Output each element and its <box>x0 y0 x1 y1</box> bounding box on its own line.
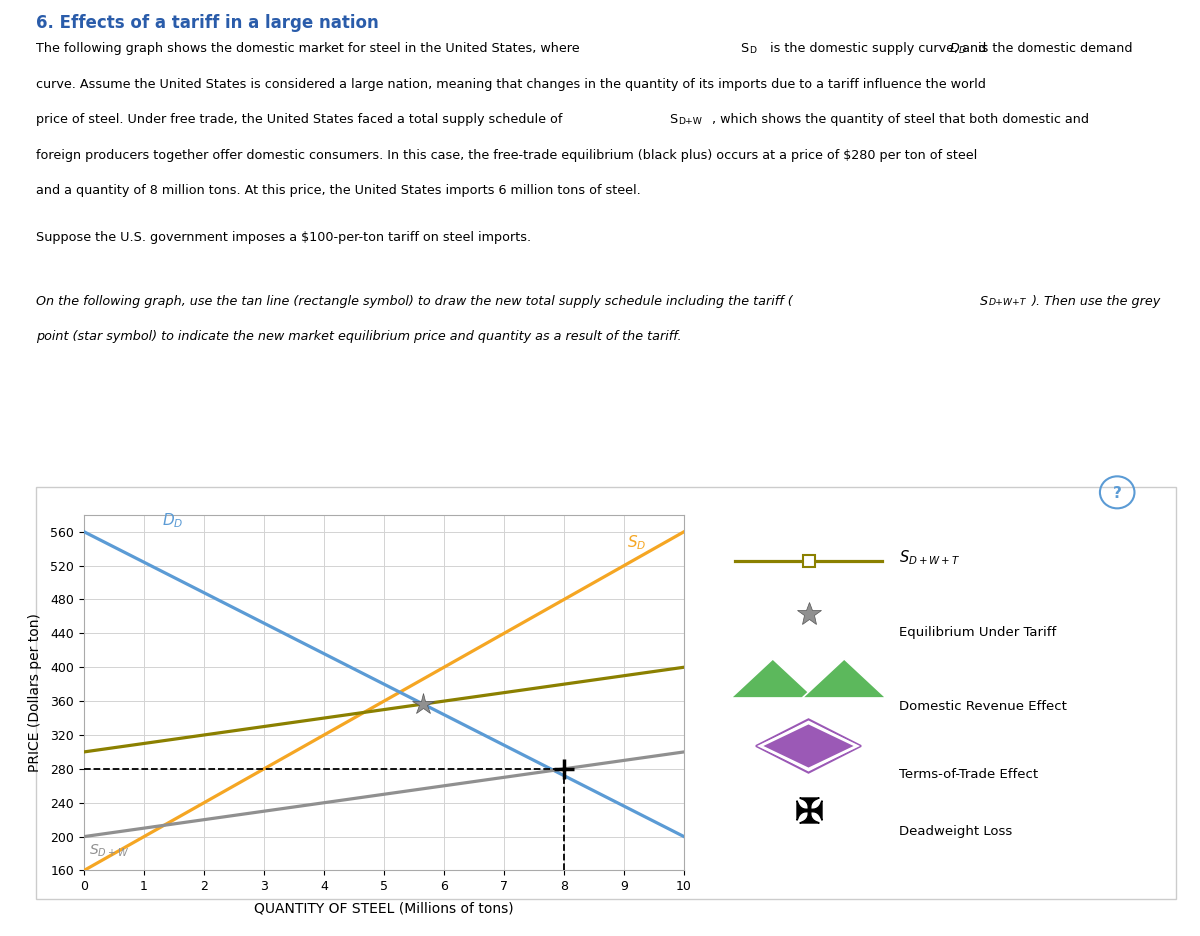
Polygon shape <box>731 659 815 698</box>
Text: , which shows the quantity of steel that both domestic and: , which shows the quantity of steel that… <box>712 113 1088 126</box>
Text: D+W: D+W <box>678 117 702 126</box>
Text: D: D <box>749 46 756 55</box>
Text: On the following graph, use the tan line (rectangle symbol) to draw the new tota: On the following graph, use the tan line… <box>36 295 793 308</box>
Text: Deadweight Loss: Deadweight Loss <box>899 825 1012 838</box>
Text: S: S <box>980 295 989 308</box>
Text: D: D <box>959 46 966 55</box>
Text: Equilibrium Under Tariff: Equilibrium Under Tariff <box>899 625 1056 638</box>
Text: is the domestic supply curve, and: is the domestic supply curve, and <box>766 42 990 55</box>
Text: point (star symbol) to indicate the new market equilibrium price and quantity as: point (star symbol) to indicate the new … <box>36 330 682 344</box>
Polygon shape <box>803 659 886 698</box>
Text: Suppose the U.S. government imposes a $100-per-ton tariff on steel imports.: Suppose the U.S. government imposes a $1… <box>36 230 532 243</box>
Text: 6. Effects of a tariff in a large nation: 6. Effects of a tariff in a large nation <box>36 14 379 32</box>
Text: $S_{D+W}$: $S_{D+W}$ <box>89 842 128 859</box>
Text: D+W+T: D+W+T <box>989 299 1026 307</box>
Text: and a quantity of 8 million tons. At this price, the United States imports 6 mil: and a quantity of 8 million tons. At thi… <box>36 184 641 197</box>
Text: price of steel. Under free trade, the United States faced a total supply schedul: price of steel. Under free trade, the Un… <box>36 113 566 126</box>
Y-axis label: PRICE (Dollars per ton): PRICE (Dollars per ton) <box>28 613 42 772</box>
Text: Terms-of-Trade Effect: Terms-of-Trade Effect <box>899 768 1038 781</box>
Text: is the domestic demand: is the domestic demand <box>974 42 1133 55</box>
Text: S: S <box>740 42 749 55</box>
Text: D: D <box>949 42 959 55</box>
Text: foreign producers together offer domestic consumers. In this case, the free-trad: foreign producers together offer domesti… <box>36 149 977 162</box>
Text: ?: ? <box>1112 486 1122 501</box>
Text: S: S <box>670 113 678 126</box>
Text: $S_{D+W+T}$: $S_{D+W+T}$ <box>899 548 960 567</box>
Text: ). Then use the grey: ). Then use the grey <box>1032 295 1162 308</box>
Text: curve. Assume the United States is considered a large nation, meaning that chang: curve. Assume the United States is consi… <box>36 78 986 91</box>
X-axis label: QUANTITY OF STEEL (Millions of tons): QUANTITY OF STEEL (Millions of tons) <box>254 901 514 915</box>
Text: $D_D$: $D_D$ <box>162 511 184 530</box>
Polygon shape <box>761 723 857 769</box>
Text: The following graph shows the domestic market for steel in the United States, wh: The following graph shows the domestic m… <box>36 42 583 55</box>
Text: Domestic Revenue Effect: Domestic Revenue Effect <box>899 700 1067 713</box>
Text: $S_D$: $S_D$ <box>628 534 647 552</box>
